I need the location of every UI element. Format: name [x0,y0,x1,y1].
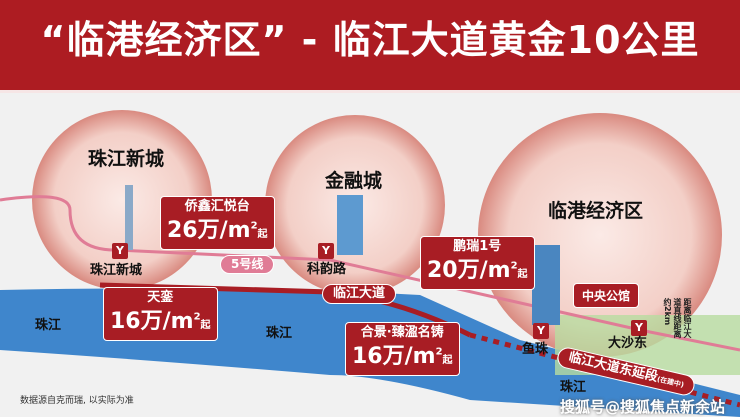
featured-project-label: 中央公馆 [573,283,640,308]
project-price: 26万/m [167,218,251,244]
price-unit-sup: 2 [510,261,518,272]
price-suffix: 起 [200,320,211,332]
price-suffix: 起 [442,355,453,367]
price-unit-sup: 2 [193,312,201,323]
road-label: 临江大道 [322,284,397,304]
river-label: 珠江 [560,380,587,395]
river-label: 珠江 [35,318,62,333]
price-unit-sup: 2 [250,221,258,232]
page-title: “临港经济区” - 临江大道黄金10公里 [0,0,740,93]
metro-icon: Y [631,320,647,336]
station-label: 科韵路 [307,262,347,277]
river-label: 珠江 [266,326,293,341]
project-price: 16万/m [352,344,436,370]
data-source-note: 数据源自克而瑞, 以实际为准 [20,396,134,406]
project-name: 天銮 [147,290,174,305]
project-card: 侨鑫汇悦台 26万/m2起 [160,196,275,251]
price-unit-sup: 2 [435,347,443,358]
station-label: 大沙东 [608,336,648,351]
project-price: 16万/m [110,309,194,335]
project-card: 天銮 16万/m2起 [103,287,218,342]
price-suffix: 起 [517,269,528,281]
station-label: 鱼珠 [522,342,549,357]
metro-icon: Y [533,323,549,339]
road-extension [469,332,740,408]
price-suffix: 起 [257,229,268,241]
project-name: 鹏瑞1号 [453,239,502,254]
zone-label: 金融城 [325,170,383,192]
zone-label: 临港经济区 [548,200,644,222]
canton-tower-icon [125,185,133,250]
metro-icon: Y [112,243,128,259]
project-name: 侨鑫汇悦台 [184,199,250,214]
project-card: 合景·臻溋名铸 16万/m2起 [345,322,460,377]
zone-label: 珠江新城 [88,148,165,170]
tower-icon [337,195,363,255]
tower-icon [532,245,560,325]
metro-line-5 [0,195,740,352]
project-card: 鹏瑞1号 20万/m2起 [420,236,535,291]
metro-icon: Y [318,243,334,259]
station-label: 珠江新城 [90,263,143,278]
project-name: 合景·臻溋名铸 [360,325,444,340]
road-ext-note: (在建中) [656,375,685,390]
distance-note: 距离临江大道直线距离约2km [663,298,692,338]
project-price: 20万/m [427,258,511,284]
watermark: 搜狐号@搜狐焦点新余站 [560,398,726,416]
metro-line-label: 5号线 [220,255,275,274]
